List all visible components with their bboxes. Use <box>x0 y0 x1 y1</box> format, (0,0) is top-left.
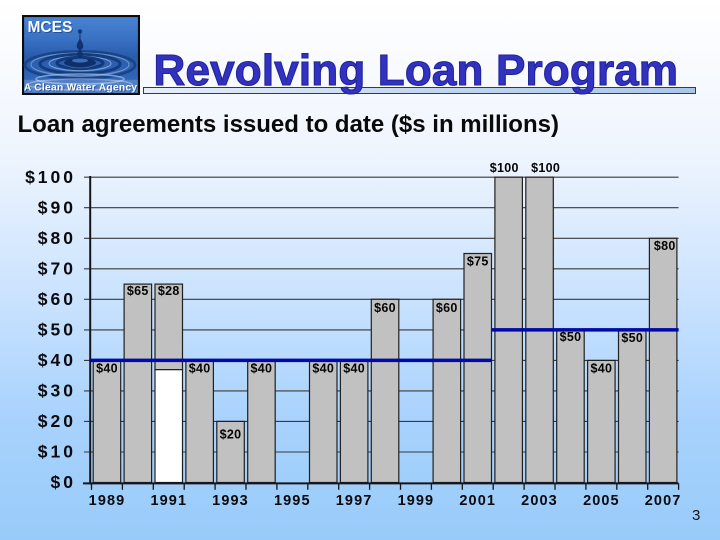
svg-text:$60: $60 <box>374 301 396 315</box>
svg-text:2005: 2005 <box>583 493 620 509</box>
svg-text:$40: $40 <box>38 350 76 370</box>
svg-text:$40: $40 <box>591 361 613 375</box>
svg-text:$50: $50 <box>560 330 582 344</box>
svg-text:1993: 1993 <box>212 493 249 509</box>
svg-text:MCES: MCES <box>28 19 73 36</box>
svg-text:$0: $0 <box>51 472 76 492</box>
svg-text:$40: $40 <box>343 361 365 375</box>
svg-text:$70: $70 <box>38 259 76 279</box>
svg-text:$40: $40 <box>189 361 211 375</box>
svg-text:$20: $20 <box>220 427 242 441</box>
svg-text:1999: 1999 <box>398 493 435 509</box>
svg-text:$40: $40 <box>96 361 118 375</box>
svg-text:$30: $30 <box>38 381 76 401</box>
svg-text:2003: 2003 <box>521 493 558 509</box>
svg-text:$20: $20 <box>38 411 76 431</box>
svg-text:$80: $80 <box>38 228 76 248</box>
svg-text:1991: 1991 <box>150 493 187 509</box>
svg-text:$10: $10 <box>38 442 76 462</box>
svg-text:$60: $60 <box>436 301 458 315</box>
svg-text:$60: $60 <box>38 289 76 309</box>
svg-text:A Clean Water Agency: A Clean Water Agency <box>25 83 139 94</box>
svg-text:$40: $40 <box>312 361 334 375</box>
svg-text:$75: $75 <box>467 255 489 269</box>
svg-text:$50: $50 <box>38 320 76 340</box>
svg-text:$80: $80 <box>654 239 676 253</box>
svg-text:$65: $65 <box>127 284 149 298</box>
svg-text:$100: $100 <box>25 167 76 187</box>
svg-text:$40: $40 <box>251 361 273 375</box>
svg-text:1995: 1995 <box>274 493 311 509</box>
svg-text:$50: $50 <box>621 331 643 345</box>
svg-text:$100: $100 <box>531 161 560 175</box>
svg-text:$100: $100 <box>490 161 519 175</box>
svg-text:$90: $90 <box>38 197 76 217</box>
svg-text:1997: 1997 <box>336 493 373 509</box>
svg-text:2007: 2007 <box>645 493 682 509</box>
svg-text:1989: 1989 <box>89 493 126 509</box>
svg-text:2001: 2001 <box>459 493 496 509</box>
svg-text:$28: $28 <box>158 284 180 298</box>
svg-text:MCES: MCES <box>29 20 74 37</box>
svg-text:A Clean Water Agency: A Clean Water Agency <box>24 82 138 93</box>
